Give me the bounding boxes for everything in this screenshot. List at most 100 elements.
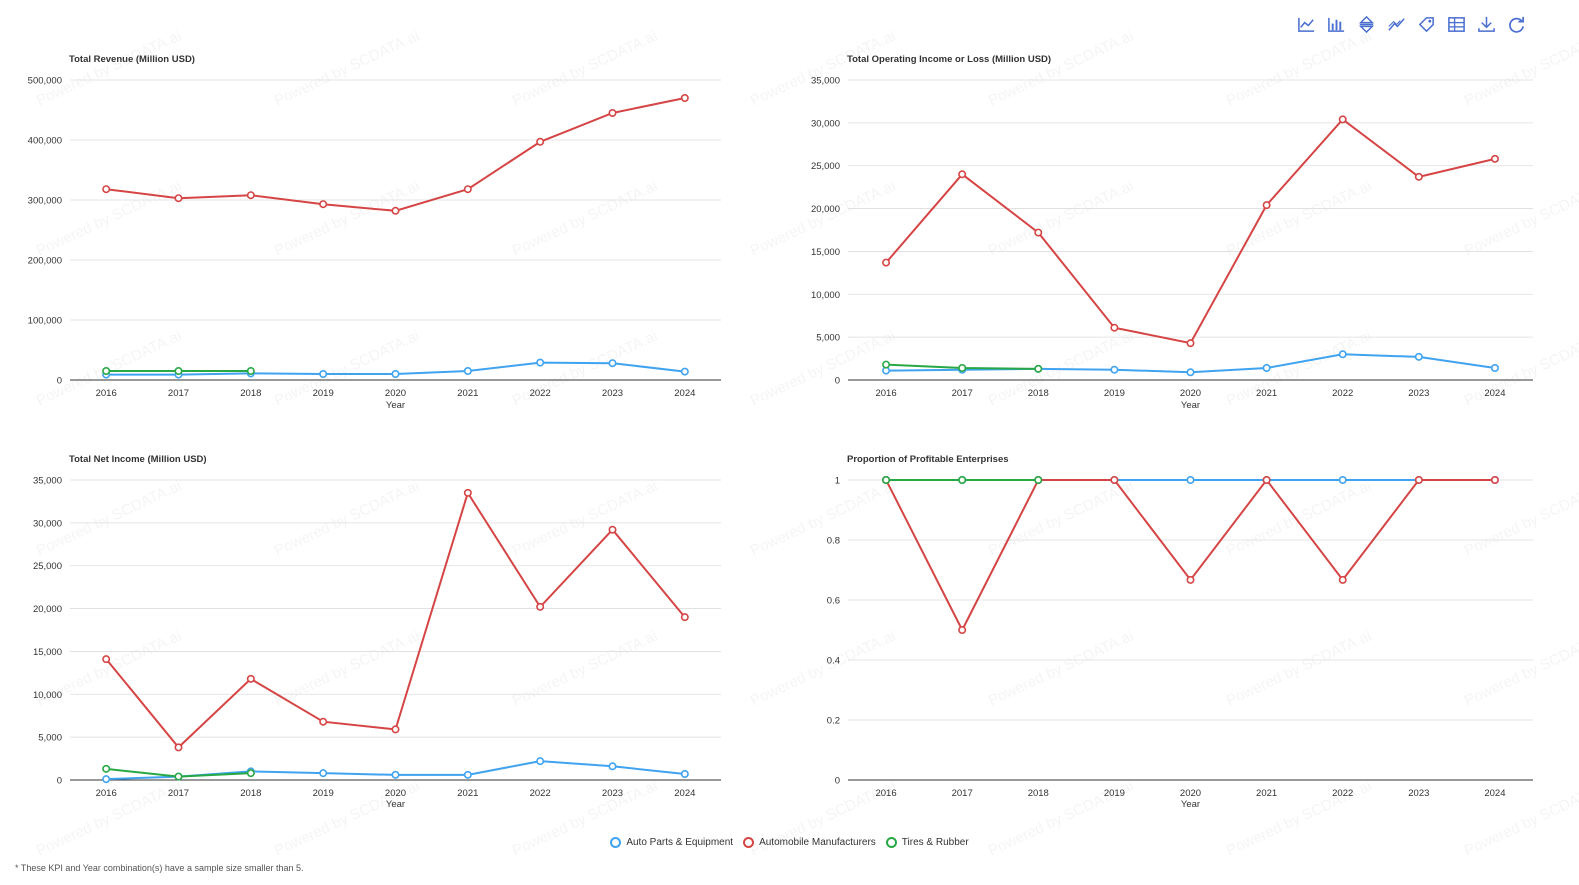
y-tick-label: 10,000 [811, 290, 840, 301]
x-tick-label: 2023 [1408, 788, 1429, 799]
data-point [1262, 201, 1271, 210]
sort-button[interactable] [1356, 14, 1377, 35]
x-tick-label: 2016 [875, 388, 896, 399]
x-tick-label: 2021 [1256, 388, 1277, 399]
data-point [246, 191, 255, 200]
y-tick-label: 500,000 [28, 76, 62, 87]
data-point [1414, 172, 1423, 181]
sort-icon [1358, 15, 1375, 34]
data-point [1414, 352, 1423, 361]
y-tick-label: 5,000 [816, 333, 840, 344]
data-point [1034, 364, 1043, 373]
data-point [680, 613, 689, 622]
data-point [882, 258, 891, 267]
download-button[interactable] [1476, 14, 1497, 35]
x-tick-label: 2017 [952, 788, 973, 799]
data-point [102, 185, 111, 194]
data-point [319, 200, 328, 209]
x-tick-label: 2020 [385, 388, 406, 399]
x-tick-label: 2018 [1028, 388, 1049, 399]
x-tick-label: 2021 [457, 388, 478, 399]
y-tick-label: 0 [57, 376, 62, 387]
y-tick-label: 0 [835, 776, 840, 787]
data-point [1338, 115, 1347, 124]
trend-button[interactable] [1386, 14, 1407, 35]
data-point [1110, 365, 1119, 374]
download-icon [1478, 16, 1495, 32]
legend-marker-icon [885, 837, 897, 848]
x-tick-label: 2020 [1180, 388, 1201, 399]
data-point [1186, 339, 1195, 348]
data-point [1186, 368, 1195, 377]
bar-chart-button[interactable] [1326, 14, 1347, 35]
data-point [174, 366, 183, 375]
x-tick-label: 2022 [530, 388, 551, 399]
data-point [319, 769, 328, 778]
data-point [1490, 363, 1499, 372]
data-point [391, 206, 400, 215]
y-tick-label: 1 [835, 476, 840, 487]
data-point [174, 194, 183, 203]
y-tick-label: 10,000 [33, 690, 62, 701]
chart-title: Total Net Income (Million USD) [69, 454, 207, 465]
y-tick-label: 25,000 [811, 161, 840, 172]
data-point [536, 358, 545, 367]
chart-title: Total Operating Income or Loss (Million … [847, 54, 1051, 65]
x-tick-label: 2022 [1332, 388, 1353, 399]
x-tick-label: 2022 [1332, 788, 1353, 799]
y-tick-label: 400,000 [28, 136, 62, 147]
legend-item-automobile-manufacturers[interactable]: Automobile Manufacturers [743, 837, 876, 848]
tag-button[interactable] [1416, 14, 1437, 35]
data-point [1338, 575, 1347, 584]
x-tick-label: 2024 [1484, 788, 1505, 799]
x-tick-label: 2023 [602, 388, 623, 399]
x-axis-title: Year [386, 799, 405, 810]
trend-icon [1388, 18, 1405, 31]
x-tick-label: 2024 [674, 388, 695, 399]
legend-item-auto-parts[interactable]: Auto Parts & Equipment [610, 837, 733, 848]
y-tick-label: 15,000 [811, 247, 840, 258]
data-point [102, 655, 111, 664]
chart-title: Total Revenue (Million USD) [69, 54, 195, 65]
y-tick-label: 30,000 [33, 518, 62, 529]
table-button[interactable] [1446, 14, 1467, 35]
data-point [958, 625, 967, 634]
data-point [1262, 363, 1271, 372]
y-tick-label: 20,000 [33, 604, 62, 615]
x-tick-label: 2016 [875, 788, 896, 799]
line-chart-button[interactable] [1296, 14, 1317, 35]
legend-item-tires-rubber[interactable]: Tires & Rubber [885, 837, 969, 848]
data-point [463, 488, 472, 497]
data-point [1110, 475, 1119, 484]
x-tick-label: 2017 [952, 388, 973, 399]
data-point [246, 674, 255, 683]
legend-label: Automobile Manufacturers [759, 837, 876, 848]
x-axis-title: Year [1181, 400, 1200, 411]
y-tick-label: 20,000 [811, 204, 840, 215]
x-tick-label: 2018 [1028, 788, 1049, 799]
data-point [1262, 475, 1271, 484]
y-tick-label: 25,000 [33, 561, 62, 572]
x-tick-label: 2019 [313, 388, 334, 399]
data-point [174, 743, 183, 752]
y-tick-label: 0.2 [827, 716, 840, 727]
x-tick-label: 2024 [1484, 388, 1505, 399]
data-point [102, 775, 111, 784]
y-tick-label: 100,000 [28, 316, 62, 327]
line-chart-icon [1298, 17, 1315, 32]
y-tick-label: 35,000 [33, 476, 62, 487]
x-tick-label: 2021 [1256, 788, 1277, 799]
x-tick-label: 2023 [602, 788, 623, 799]
y-tick-label: 5,000 [38, 733, 62, 744]
y-tick-label: 0.8 [827, 536, 840, 547]
x-tick-label: 2019 [313, 788, 334, 799]
x-tick-label: 2020 [385, 788, 406, 799]
legend: Auto Parts & Equipment Automobile Manufa… [0, 837, 1579, 848]
y-tick-label: 0 [835, 376, 840, 387]
x-tick-label: 2017 [168, 788, 189, 799]
data-point [536, 757, 545, 766]
x-tick-label: 2016 [96, 388, 117, 399]
refresh-button[interactable] [1506, 14, 1527, 35]
data-point [319, 717, 328, 726]
data-point [1186, 475, 1195, 484]
